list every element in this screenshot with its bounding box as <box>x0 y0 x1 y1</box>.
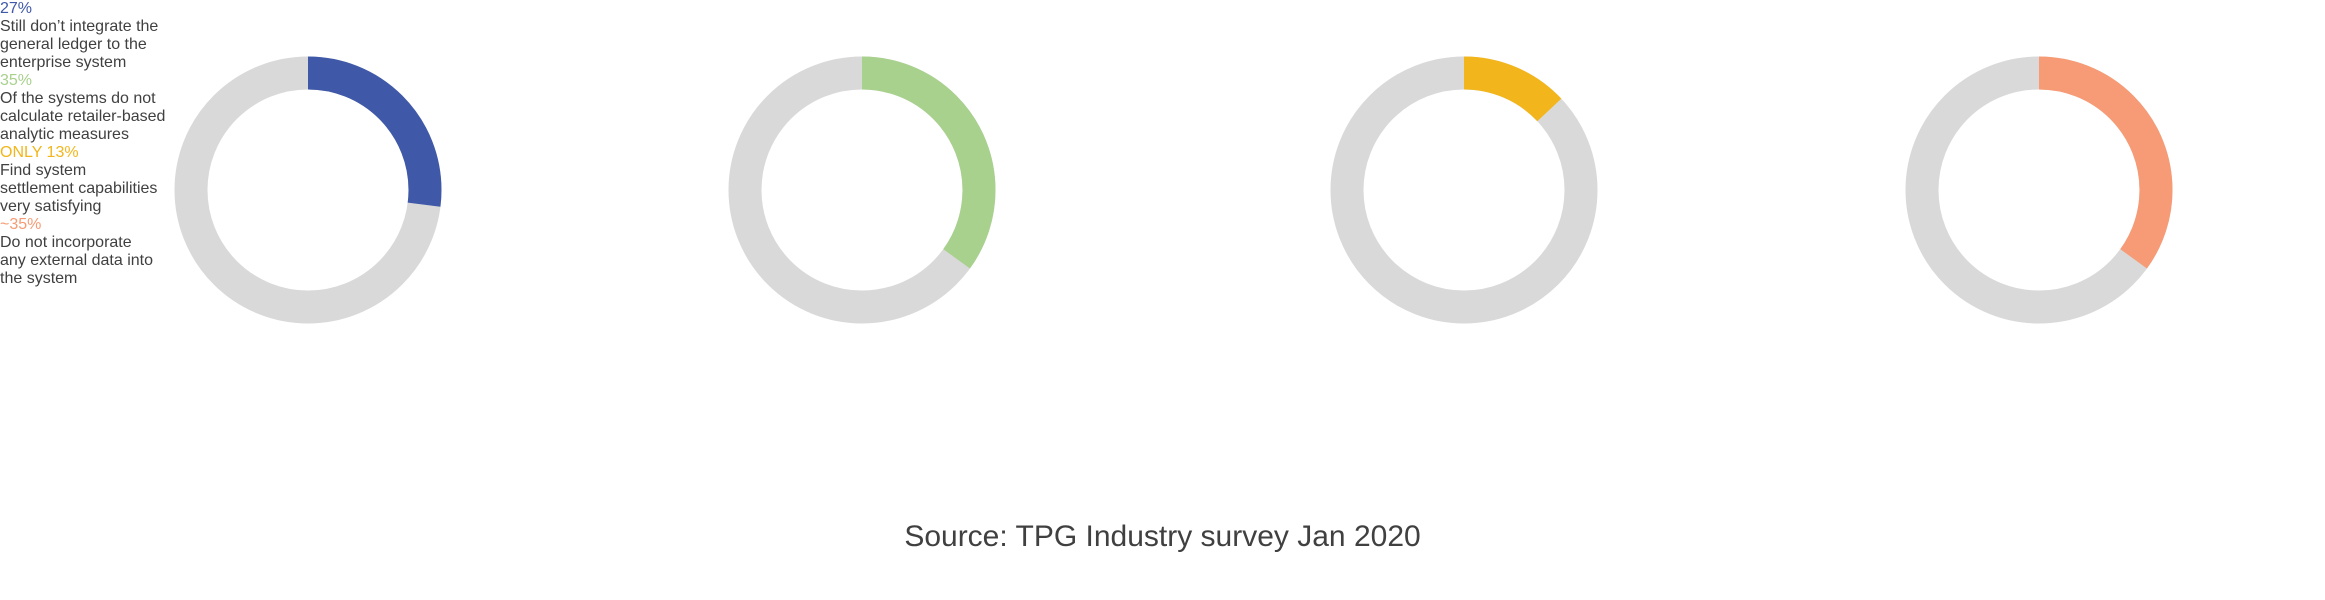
caption-line: any external data into <box>0 252 153 269</box>
caption: Find system settlement capabilities very s… <box>0 162 2325 216</box>
caption-line: settlement capabilities <box>0 180 158 197</box>
donut-arc <box>728 56 996 324</box>
caption-line: very satisfying <box>0 198 102 215</box>
center-label: ~35% <box>0 216 42 233</box>
center-label: 35% <box>0 72 33 89</box>
caption-line: analytic measures <box>0 126 129 143</box>
source-note: Source: TPG Industry survey Jan 2020 <box>904 520 1421 553</box>
caption-line: Find system <box>0 162 87 179</box>
donut-arc <box>174 56 442 324</box>
caption-line: Of the systems do not <box>0 90 156 107</box>
caption-line: Do not incorporate <box>0 234 132 251</box>
center-label: ONLY 13% <box>0 144 79 161</box>
caption-line: enterprise system <box>0 54 127 71</box>
caption-line: general ledger to the <box>0 36 147 53</box>
caption: Do not incorporate any external data into… <box>0 234 2325 288</box>
caption-line: Still don’t integrate the <box>0 18 159 35</box>
donut-arc <box>1905 56 2173 324</box>
caption-line: calculate retailer-based <box>0 108 166 125</box>
caption: Of the systems do not calculate retailer-… <box>0 90 2325 144</box>
donut-arc <box>1330 56 1598 324</box>
center-label: 27% <box>0 0 33 17</box>
caption-line: the system <box>0 270 78 287</box>
caption: Still don’t integrate the general ledger … <box>0 18 2325 72</box>
